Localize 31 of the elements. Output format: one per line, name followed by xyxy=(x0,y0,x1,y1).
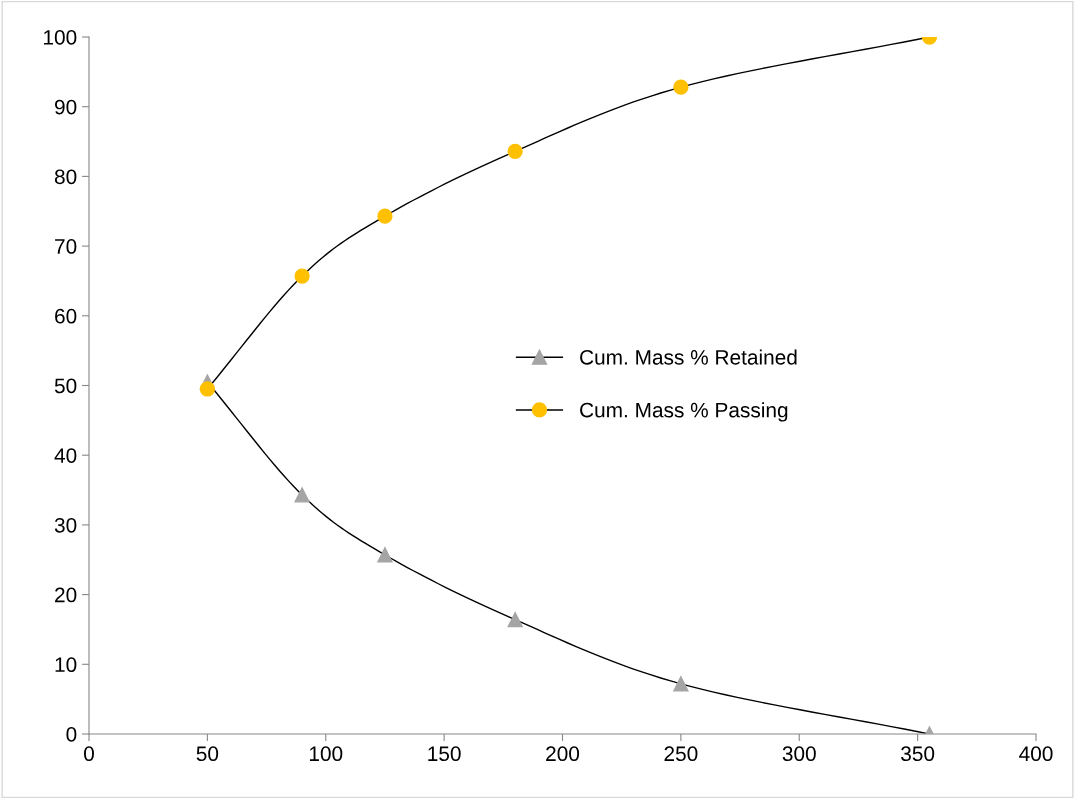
x-tick-label: 400 xyxy=(1019,746,1053,762)
point xyxy=(673,676,689,692)
x-tick-label: 350 xyxy=(901,746,935,762)
x-tick-label: 300 xyxy=(782,746,816,762)
y-tick-label: 60 xyxy=(55,308,77,324)
y-tick-label: 40 xyxy=(54,448,77,463)
y-tick-label: 50 xyxy=(54,378,77,394)
legend-label: Cum. Mass % Passing xyxy=(580,402,788,422)
y-tick-label: 0 xyxy=(66,727,77,742)
point xyxy=(377,547,393,563)
x-tick-label: 0 xyxy=(84,746,94,762)
x-tick-label: 100 xyxy=(309,746,343,762)
point xyxy=(673,79,689,95)
point xyxy=(294,268,310,284)
y-tick-label: 10 xyxy=(55,657,77,673)
point xyxy=(507,143,523,159)
y-tick-label: 70 xyxy=(55,239,77,254)
point xyxy=(377,208,393,224)
y-tick-label: 100 xyxy=(44,30,77,45)
y-tick-label: 30 xyxy=(54,517,77,533)
point xyxy=(507,612,523,628)
point xyxy=(294,487,310,503)
x-tick-label: 150 xyxy=(428,746,461,762)
y-tick-label: 20 xyxy=(55,587,77,603)
y-tick-label: 80 xyxy=(54,169,77,185)
legend-label: Cum. Mass % Retained xyxy=(580,349,797,365)
y-tick-label: 90 xyxy=(55,99,77,115)
point xyxy=(199,381,216,397)
x-tick-label: 200 xyxy=(546,746,580,762)
x-tick-label: 250 xyxy=(664,746,698,762)
x-tick-label: 50 xyxy=(196,746,219,762)
